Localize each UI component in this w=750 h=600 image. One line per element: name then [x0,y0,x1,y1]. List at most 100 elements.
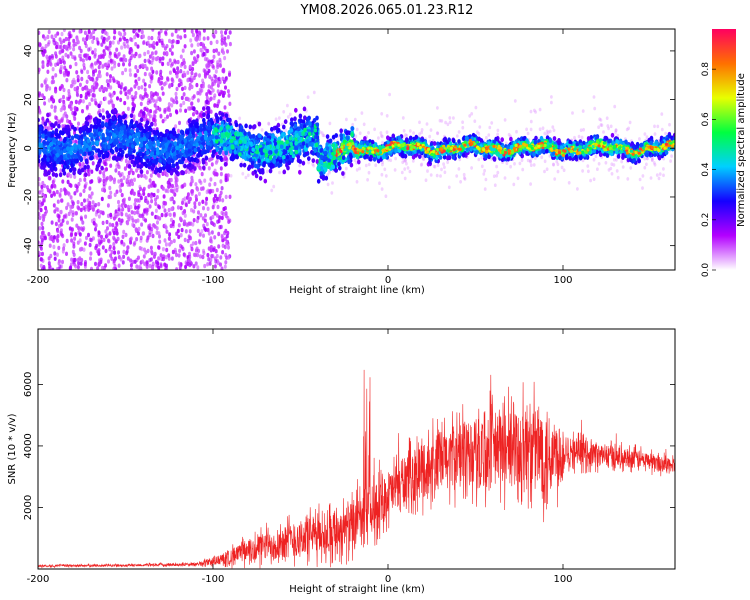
spectrogram-point [78,177,82,183]
spectrogram-point [216,83,220,88]
spectrogram-point [119,32,123,37]
spectrogram-point [164,255,168,260]
spectrogram-point [201,199,205,204]
spectrogram-point [129,87,133,92]
spectrogram-point [170,206,174,212]
spectrogram-point [381,140,384,145]
spectrogram-point [63,187,67,192]
spectrogram-point [182,100,186,106]
spectrogram-point [205,99,209,105]
spectrogram-point [64,70,68,75]
spectrogram-point [385,114,389,118]
spectrogram-point [436,163,440,168]
spectrogram-point [286,115,290,119]
spectrogram-point [197,201,201,206]
spectrogram-point [121,57,125,63]
spectrogram-point [67,172,71,177]
spectrogram-point [190,70,194,76]
spectrogram-point [400,170,404,175]
spectrogram-point [81,109,84,114]
spectrogram-point [428,134,432,139]
spectrogram-point [94,261,97,267]
spectrogram-point [52,235,56,240]
spectrogram-point [228,194,232,199]
spectrogram-point [513,99,517,103]
spectrogram-point [162,51,166,56]
spectrogram-point [145,261,149,266]
spectrogram-point [122,54,126,59]
spectrogram-point [133,259,137,264]
spectrogram-point [183,163,187,169]
spectrogram-point [64,44,68,50]
spectrogram-point [195,218,199,224]
spectrogram-point [122,249,126,255]
spectrogram-point [42,214,46,219]
spectrogram-point [139,95,143,100]
spectrogram-point [215,196,219,202]
spectrogram-point [512,182,516,187]
spectrogram-point [92,93,96,98]
spectrogram-point [57,218,61,223]
spectrogram-point [119,188,123,193]
spectrogram-point [209,109,213,114]
spectrogram-point [174,95,178,101]
spectrogram-point [121,207,125,212]
spectrogram-point [163,238,167,243]
spectrogram-point [244,175,248,180]
spectrogram-point [108,231,112,236]
spectrogram-point [127,170,131,176]
spectrogram-point [556,169,560,174]
spectrogram-point [109,212,113,218]
spectrogram-point [101,115,106,120]
spectrogram-point [117,263,121,268]
spectrogram-point [411,159,415,163]
spectrogram-point [137,265,141,270]
spectrogram-point [219,255,223,260]
spectrogram-point [83,241,87,246]
spectrogram-point [134,219,138,224]
spectrogram-point [216,204,220,210]
spectrogram-point [73,236,77,241]
spectrogram-point [119,57,123,62]
spectrogram-point [138,213,142,219]
spectrogram-point [70,257,74,262]
spectrogram-point [213,235,217,240]
spectrogram-point [127,179,131,184]
spectrogram-point [552,136,557,141]
spectrogram-point [121,70,125,76]
spectrogram-point [38,108,41,113]
spectrogram-point [187,221,191,226]
spectrogram-point [188,86,192,91]
spectrogram-point [129,37,133,42]
spectrogram-point [380,187,384,191]
spectrogram-point [43,195,47,200]
spectrogram-point [586,164,590,168]
spectrogram-point [62,29,66,33]
spectrogram-point [107,47,111,52]
spectrogram-point [203,263,207,269]
spectrogram-point [150,76,154,81]
spectrogram-point [139,169,144,175]
spectrogram-point [88,242,92,248]
spectrogram-point [136,33,140,38]
spectrogram-point [148,178,152,183]
spectrogram-point [187,106,191,111]
spectrogram-point [179,216,182,221]
spectrogram-point [111,76,115,81]
spectrogram-point [199,180,203,185]
spectrogram-point [94,84,98,90]
spectrogram-point [406,166,410,170]
spectrogram-point [44,44,48,49]
spectrogram-point [180,184,184,189]
spectrogram-point [117,156,122,161]
spectrogram-point [589,178,592,183]
spectrogram-point [83,198,86,203]
spectrogram-point [208,61,212,67]
spectrogram-point [57,214,61,219]
spectrogram-point [92,35,96,41]
spectrogram-point [190,208,193,213]
spectrogram-point [40,221,44,227]
spectrogram-point [122,254,126,259]
spectrogram-point [643,165,647,170]
spectrogram-point [244,123,248,129]
